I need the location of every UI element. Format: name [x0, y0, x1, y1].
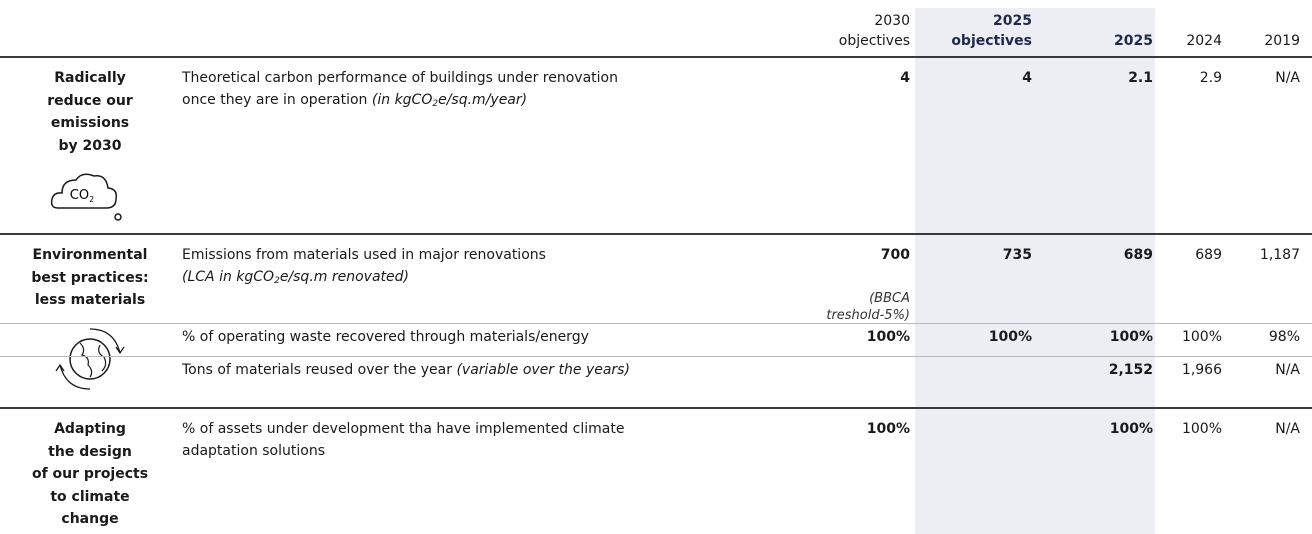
column-header: 2024: [1186, 33, 1222, 49]
section-title: less materials: [34, 292, 146, 308]
column-header: 2025: [1114, 33, 1153, 49]
cell-value: 2.1: [1128, 70, 1153, 86]
value-note: (BBCA: [869, 291, 910, 306]
label-text: once they are in operation: [182, 92, 368, 108]
label-text: % of operating waste recovered through m…: [182, 329, 589, 345]
label-note: (in kgCO2e/sq.m/year): [371, 92, 528, 109]
cell-value: 100%: [988, 329, 1032, 345]
note-part: (variable over the years): [456, 362, 630, 378]
note-part: (in kgCO: [371, 92, 433, 108]
section-title: by 2030: [58, 137, 122, 154]
cell-value: 100%: [866, 421, 910, 437]
note-part: 2: [432, 99, 439, 109]
cell-value: 689: [1123, 247, 1153, 263]
column-header: objectives: [838, 33, 910, 49]
cell-value: 98%: [1268, 329, 1300, 345]
label-note: (variable over the years): [456, 362, 629, 378]
cell-value: 2.9: [1199, 70, 1222, 86]
cell-value: 1,966: [1181, 362, 1222, 378]
cell-value: 100%: [1109, 329, 1153, 345]
cell-value: 1,187: [1259, 247, 1300, 263]
divider: [0, 407, 1312, 409]
cell-value: 700: [880, 247, 910, 263]
cell-value: N/A: [1275, 362, 1300, 378]
icon-text-main: CO: [70, 188, 89, 203]
divider: [0, 233, 1312, 235]
row-label: Emissions from materials used in major r…: [182, 244, 546, 288]
row-label: % of operating waste recovered through m…: [182, 326, 589, 348]
section-title: the design: [48, 443, 132, 460]
row-label: Tons of materials reused over the year (…: [182, 359, 630, 381]
section-title: to climate: [50, 488, 130, 505]
note-part: 2: [274, 276, 280, 286]
column-header: 2019: [1264, 33, 1300, 49]
section-title: of our projects: [31, 466, 149, 482]
label-text: Theoretical carbon performance of buildi…: [182, 70, 618, 86]
section-title: Adapting: [54, 421, 126, 437]
label-text: Emissions from materials used in major r…: [182, 247, 546, 263]
label-text: Tons of materials reused over the year: [182, 362, 452, 378]
label-note: (LCA in kgCO2e/sq.m renovated): [182, 269, 409, 286]
cell-value: 100%: [1109, 421, 1153, 437]
section-title: Environmental: [32, 247, 148, 263]
cell-value: 735: [1002, 247, 1032, 263]
divider: [0, 323, 1312, 324]
divider: [0, 356, 1312, 357]
note-part: (LCA in kgCO: [182, 269, 275, 285]
note-part: e/sq.m/year): [438, 92, 528, 108]
cell-value: 4: [900, 70, 910, 86]
column-header: objectives: [951, 33, 1032, 49]
icon-text-sub: 2: [89, 195, 94, 204]
divider: [0, 56, 1312, 58]
row-label: Theoretical carbon performance of buildi…: [182, 67, 618, 111]
note-part: e/sq.m renovated): [279, 269, 409, 285]
cell-value: 100%: [1181, 329, 1222, 345]
cell-value: 100%: [1181, 421, 1222, 437]
column-header: 2025: [993, 13, 1032, 29]
cell-value: N/A: [1275, 70, 1300, 86]
icon-text: CO2: [70, 188, 94, 204]
section-title: reduce our: [47, 92, 133, 109]
cell-value: 689: [1195, 247, 1222, 263]
cell-value: 4: [1022, 70, 1032, 86]
highlight-column: [915, 8, 1155, 534]
cell-value: 2,152: [1108, 362, 1153, 378]
section-title: Radically: [54, 70, 126, 86]
section-title: best practices:: [31, 269, 149, 286]
column-header: 2030: [874, 13, 910, 29]
cell-value: 100%: [866, 329, 910, 345]
section-title: change: [61, 511, 119, 527]
row-label: % of assets under development tha have i…: [182, 418, 624, 462]
label-text: % of assets under development tha have i…: [182, 421, 625, 437]
section-title: emissions: [50, 115, 130, 131]
value-note: treshold-5%): [826, 308, 910, 323]
co2-icon: CO2: [50, 173, 122, 221]
globe-icon: [55, 328, 125, 390]
label-text: adaptation solutions: [182, 443, 326, 459]
cell-value: N/A: [1275, 421, 1300, 437]
